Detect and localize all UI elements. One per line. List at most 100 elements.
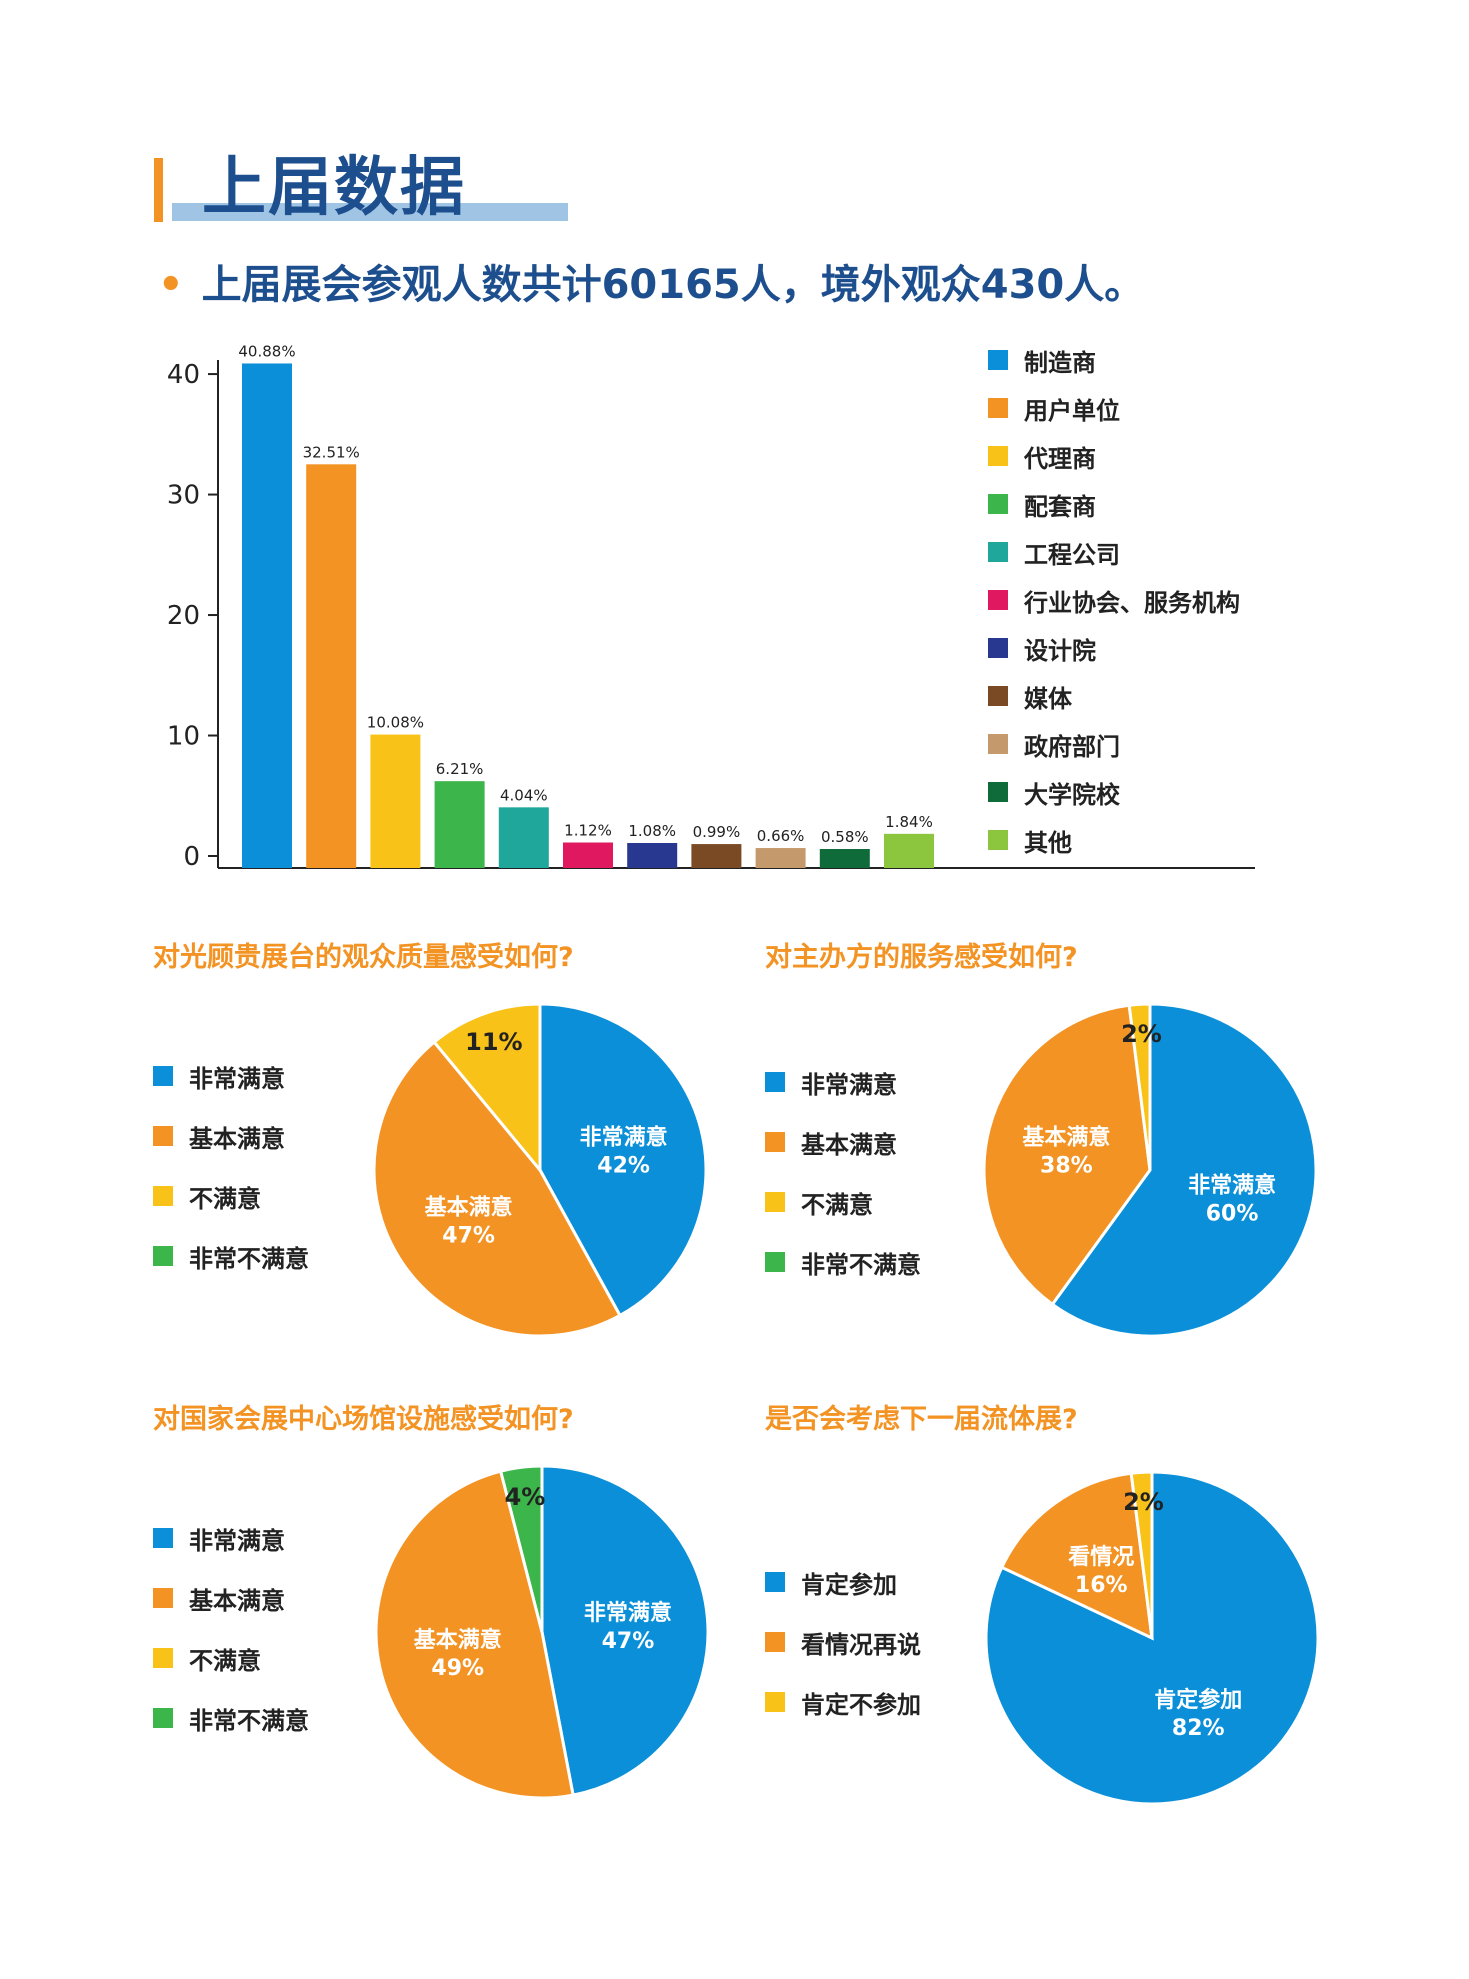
pie-slice — [999, 1471, 1154, 1641]
legend-item: 不满意 — [765, 1172, 921, 1232]
pie2-title: 对主办方的服务感受如何? — [765, 942, 1078, 973]
legend-label: 非常满意 — [189, 1064, 285, 1093]
legend-item: 配套商 — [988, 480, 1240, 528]
legend-item: 非常不满意 — [765, 1232, 921, 1292]
bar-value-label: 1.08% — [628, 822, 676, 840]
legend-item: 基本满意 — [765, 1112, 921, 1172]
pie1-chart: 非常满意 42% 基本满意 47% 11% — [372, 1002, 708, 1338]
legend-label: 媒体 — [1024, 684, 1072, 713]
legend-item: 代理商 — [988, 432, 1240, 480]
legend-label: 基本满意 — [801, 1130, 897, 1159]
bar-value-label: 10.08% — [367, 714, 424, 732]
legend-swatch — [153, 1708, 173, 1728]
legend-swatch — [153, 1066, 173, 1086]
bar — [563, 842, 613, 868]
pie4-legend: 肯定参加 看情况再说 肯定不参加 — [765, 1552, 921, 1732]
pie-slice — [982, 1003, 1152, 1307]
legend-swatch — [765, 1632, 785, 1652]
header-underline — [172, 203, 568, 221]
bar — [755, 848, 806, 868]
legend-label: 用户单位 — [1024, 396, 1120, 425]
bar-value-label: 40.88% — [238, 342, 295, 360]
bar-value-label: 0.58% — [821, 828, 869, 846]
slice-name-label: 非常满意 — [1188, 1173, 1276, 1199]
legend-item: 制造商 — [988, 336, 1240, 384]
summary-text: 上届展会参观人数共计60165人，境外观众430人。 — [201, 262, 1145, 308]
legend-swatch — [765, 1132, 785, 1152]
bar — [819, 849, 870, 868]
legend-swatch — [988, 494, 1008, 514]
legend-label: 制造商 — [1024, 348, 1096, 377]
legend-label: 基本满意 — [189, 1124, 285, 1153]
bar-value-label: 4.04% — [500, 786, 548, 804]
pie-slice — [374, 1469, 575, 1800]
pie1-title: 对光顾贵展台的观众质量感受如何? — [153, 942, 574, 973]
slice-pct-label: 82% — [1172, 1716, 1225, 1741]
legend-label: 不满意 — [189, 1646, 261, 1675]
pie1-legend: 非常满意基本满意不满意非常不满意 — [153, 1046, 309, 1286]
legend-swatch — [988, 542, 1008, 562]
slice-name-label: 肯定参加 — [1154, 1687, 1242, 1713]
legend-swatch — [765, 1072, 785, 1092]
legend-label: 非常不满意 — [801, 1250, 921, 1279]
legend-label: 看情况再说 — [801, 1630, 921, 1659]
legend-swatch — [153, 1588, 173, 1608]
slice-name-label: 基本满意 — [414, 1627, 502, 1653]
bullet-icon: • — [158, 262, 184, 308]
page-title: 上届数据 — [202, 151, 466, 225]
bar — [498, 807, 549, 868]
legend-item: 政府部门 — [988, 720, 1240, 768]
legend-swatch — [765, 1572, 785, 1592]
legend-item: 行业协会、服务机构 — [988, 576, 1240, 624]
legend-item: 大学院校 — [988, 768, 1240, 816]
legend-item: 非常不满意 — [153, 1688, 309, 1748]
legend-swatch — [153, 1246, 173, 1266]
header-accent-bar — [154, 158, 163, 222]
bar-value-label: 1.84% — [885, 813, 933, 831]
legend-item: 工程公司 — [988, 528, 1240, 576]
legend-item: 基本满意 — [153, 1106, 309, 1166]
slice-pct-label: 42% — [597, 1154, 650, 1179]
legend-swatch — [765, 1192, 785, 1212]
pie-slice — [432, 1002, 542, 1175]
bar-value-label: 6.21% — [436, 760, 484, 778]
bar — [370, 734, 421, 868]
slice-name-label: 非常满意 — [584, 1600, 672, 1626]
legend-label: 代理商 — [1024, 444, 1096, 473]
slice-pct-label: 11% — [465, 1028, 522, 1056]
pie-slice — [498, 1464, 544, 1633]
legend-item: 设计院 — [988, 624, 1240, 672]
legend-label: 不满意 — [189, 1184, 261, 1213]
bar-value-label: 0.99% — [693, 823, 741, 841]
pie3-chart: 非常满意 47% 基本满意 49% 4% — [374, 1464, 710, 1800]
legend-item: 非常不满意 — [153, 1226, 309, 1286]
slice-pct-label: 2% — [1121, 1020, 1162, 1048]
legend-item: 肯定不参加 — [765, 1672, 921, 1732]
legend-item: 媒体 — [988, 672, 1240, 720]
legend-item: 用户单位 — [988, 384, 1240, 432]
pie4-chart: 肯定参加 82% 看情况 16% 2% — [984, 1470, 1320, 1806]
legend-swatch — [988, 398, 1008, 418]
pie2-chart: 非常满意 60% 基本满意 38% 2% — [982, 1002, 1318, 1338]
y-tick-label: 30 — [167, 481, 200, 511]
legend-label: 设计院 — [1024, 636, 1096, 665]
slice-name-label: 非常满意 — [580, 1125, 668, 1151]
pie-slice — [372, 1039, 623, 1338]
pie-slice — [1050, 1002, 1318, 1338]
legend-swatch — [765, 1692, 785, 1712]
y-tick-label: 10 — [167, 722, 200, 752]
y-tick-label: 20 — [167, 601, 200, 631]
legend-swatch — [153, 1648, 173, 1668]
legend-swatch — [988, 686, 1008, 706]
slice-pct-label: 47% — [442, 1224, 495, 1249]
legend-swatch — [988, 830, 1008, 850]
legend-label: 行业协会、服务机构 — [1024, 588, 1240, 617]
legend-label: 非常不满意 — [189, 1244, 309, 1273]
slice-name-label: 基本满意 — [425, 1195, 513, 1221]
legend-swatch — [988, 734, 1008, 754]
legend-item: 不满意 — [153, 1166, 309, 1226]
legend-swatch — [988, 446, 1008, 466]
legend-swatch — [153, 1126, 173, 1146]
summary-line: • 上届展会参观人数共计60165人，境外观众430人。 — [158, 252, 1144, 310]
legend-item: 不满意 — [153, 1628, 309, 1688]
